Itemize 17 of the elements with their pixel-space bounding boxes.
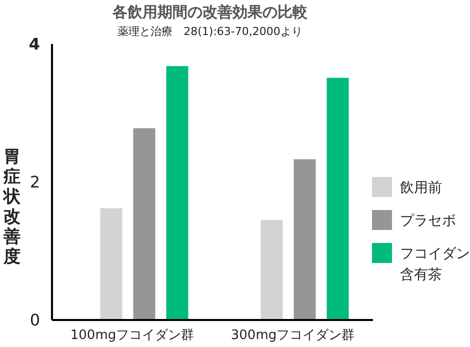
legend-label: プラセボ (400, 213, 456, 229)
y-axis-title: 胃症状改善度 (2, 147, 22, 267)
chart-subtitle: 薬理と治療 28(1):63-70,2000より (118, 25, 302, 38)
y-tick-label: 0 (30, 310, 40, 330)
legend-label: フコイダン含有茶 (400, 246, 470, 283)
y-tick-label: 2 (30, 172, 40, 192)
x-tick-label: 300mgフコイダン群 (230, 328, 355, 343)
bar (294, 159, 316, 320)
bar (133, 128, 156, 320)
bar (326, 78, 349, 320)
bar (166, 66, 188, 320)
y-tick-label: 4 (28, 34, 40, 54)
chart-title: 各飲用期間の改善効果の比較 (112, 3, 308, 21)
x-tick-label: 100mgフコイダン群 (70, 328, 194, 343)
legend-label: 飲用前 (400, 180, 442, 196)
bar (260, 220, 283, 320)
bar (100, 208, 122, 320)
